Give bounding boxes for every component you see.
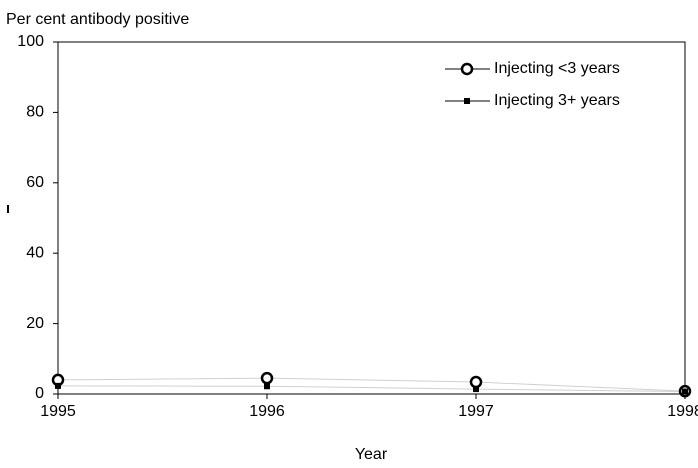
- x-tick-label: 1996: [249, 403, 285, 420]
- data-point: [260, 371, 274, 385]
- y-tick-label: 80: [26, 104, 44, 121]
- data-point: [264, 383, 270, 390]
- data-point: [682, 388, 688, 395]
- plot-frame: [57, 41, 686, 395]
- y-axis-title: Per cent antibody positive: [6, 11, 189, 28]
- data-point: [473, 386, 479, 393]
- series-line: [57, 377, 686, 392]
- y-tick-label: 40: [26, 244, 44, 261]
- y-tick-label: 0: [35, 385, 44, 402]
- y-tick-label: 100: [17, 33, 44, 50]
- x-tick-label: 1997: [458, 403, 494, 420]
- data-point: [469, 375, 483, 389]
- series-line: [57, 385, 686, 393]
- legend-label: Injecting 3+ years: [494, 92, 620, 109]
- x-axis-title: Year: [355, 446, 388, 463]
- legend-marker: [460, 62, 474, 76]
- legend-marker: [464, 98, 470, 104]
- x-tick-label: 1998: [667, 403, 698, 420]
- legend-label: Injecting <3 years: [494, 60, 620, 77]
- y-tick-label: 20: [26, 315, 44, 332]
- x-tick-label: 1995: [40, 403, 76, 420]
- data-point: [55, 382, 61, 389]
- y-tick-label: 60: [26, 174, 44, 191]
